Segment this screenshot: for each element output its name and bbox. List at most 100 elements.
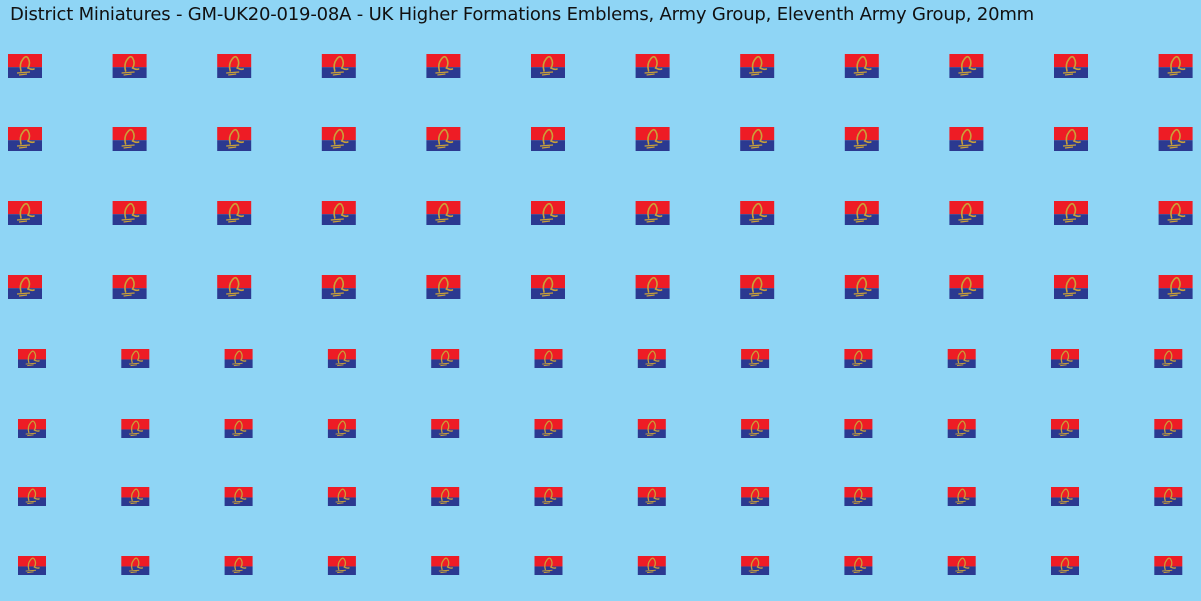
emblem-decal [637,349,666,368]
emblem-decal [949,275,984,299]
emblem-red [949,127,984,141]
emblem-decal [531,127,565,151]
emblem-device [542,128,558,145]
emblem-device-base [958,71,972,76]
emblem-red [18,349,46,360]
emblem-device [19,202,35,219]
emblem-decal [224,487,253,506]
emblem-device-base [1058,362,1069,367]
emblem-decal [426,54,461,78]
emblem-red [18,419,46,430]
emblem-red [121,556,150,567]
emblem-device [750,488,763,502]
emblem-device [1170,276,1186,293]
emblem-decal [844,487,873,506]
emblem-red [1154,349,1183,360]
emblem-device [1060,420,1073,434]
emblem-red [740,275,775,289]
emblem-device [960,202,977,219]
emblem-device-base [955,500,966,505]
emblem-decal [949,54,984,78]
emblem-decal [217,201,252,225]
emblem-device [856,128,872,145]
emblem-device-base [542,500,553,505]
emblem-device-base [749,71,763,76]
emblem-device-base [1161,362,1173,367]
emblem-decal [635,201,670,225]
emblem-decal [431,556,460,575]
emblem-red [844,201,879,215]
emblem-red [224,556,253,567]
emblem-red [121,487,150,498]
emblem-red [844,487,873,498]
emblem-decal [1154,419,1183,438]
emblem-device [437,276,454,293]
emblem-device-base [645,362,656,367]
emblem-red [1158,127,1193,141]
emblem-device-base [955,569,966,574]
emblem-red [1158,54,1193,68]
emblem-decal [740,201,775,225]
emblem-device [337,488,350,502]
emblem-red [18,487,46,498]
emblem-device [27,488,40,502]
emblem-red [635,201,670,215]
emblem-red [949,201,984,215]
emblem-device-base [539,218,554,223]
emblem-device [957,420,970,434]
emblem-device [856,202,872,219]
emblem-red [844,127,879,141]
emblem-decal [949,127,984,151]
emblem-red [224,419,253,430]
emblem-device-base [853,292,867,297]
emblem-device-base [539,144,554,149]
emblem-device-base [645,500,656,505]
emblem-device [124,128,140,145]
emblem-device [19,55,35,72]
emblem-device [333,276,349,293]
emblem-device [544,420,557,434]
emblem-device-base [25,500,36,505]
emblem-decal [531,275,565,299]
emblem-decal [947,419,976,438]
emblem-device-base [749,144,763,149]
emblem-device [27,557,40,571]
emblem-decal [327,349,356,368]
emblem-decal [121,419,150,438]
emblem-device-base [1167,144,1181,149]
emblem-device [440,420,453,434]
emblem-device-base [330,144,344,149]
emblem-device-base [226,144,240,149]
emblem-device-base [955,432,966,437]
emblem-red [534,487,563,498]
emblem-device-base [539,292,554,297]
emblem-device-base [438,500,450,505]
emblem-device [957,350,970,364]
emblem-device [647,488,660,502]
emblem-device-base [25,569,36,574]
emblem-device-base [853,144,867,149]
emblem-decal [18,419,46,438]
emblem-device-base [1167,71,1181,76]
emblem-device-base [226,71,240,76]
emblem-decal [426,201,461,225]
emblem-device-base [958,292,972,297]
emblem-red [431,556,460,567]
emblem-device-base [1161,569,1173,574]
emblem-device-base [542,362,553,367]
emblem-red [327,556,356,567]
emblem-device [751,202,768,219]
emblem-red [1054,127,1088,141]
emblem-decal [112,201,147,225]
emblem-device [647,350,660,364]
emblem-red [635,275,670,289]
emblem-red [426,127,461,141]
emblem-decal [947,556,976,575]
emblem-decal [534,487,563,506]
emblem-device [542,55,558,72]
emblem-decal [635,127,670,151]
emblem-device [647,202,663,219]
emblem-device [750,350,763,364]
emblem-device [854,488,867,502]
